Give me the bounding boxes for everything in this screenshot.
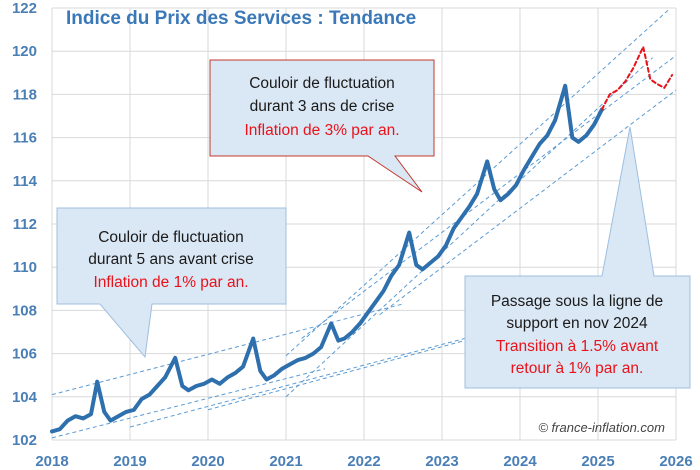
x-tick-label: 2024 — [503, 453, 537, 470]
x-tick-label: 2018 — [35, 453, 68, 470]
trend-channel-line — [285, 57, 653, 398]
trend-channel-line — [129, 333, 482, 428]
y-tick-label: 114 — [13, 173, 38, 190]
series-lines — [50, 45, 674, 434]
y-tick-label: 118 — [13, 86, 37, 103]
trend-channel-line — [301, 55, 677, 339]
callout-crisis-line3: Inflation de 3% par an. — [244, 122, 399, 139]
callout-crisis-line2: durant 3 ans de crise — [250, 98, 395, 115]
trend-channel-line — [379, 89, 677, 316]
trend-channel-line — [51, 303, 404, 396]
y-tick-label: 112 — [13, 216, 37, 233]
callout-crisis-channel: Couloir de fluctuation durant 3 ans de c… — [209, 59, 435, 193]
callout-support-line4: retour à 1% par an. — [511, 360, 644, 377]
callout-precrisis-line2: durant 5 ans avant crise — [88, 251, 253, 268]
y-tick-label: 122 — [12, 0, 37, 17]
chart-title: Indice du Prix des Services : Tendance — [66, 8, 416, 29]
y-tick-label: 116 — [13, 130, 37, 147]
callout-crisis-box — [209, 59, 435, 193]
x-tick-label: 2025 — [581, 453, 614, 470]
trend-channel-line — [207, 329, 505, 411]
y-tick-label: 102 — [12, 432, 37, 449]
source-credit: © france-inflation.com — [538, 420, 665, 435]
callout-precrisis-box — [56, 207, 287, 359]
actual-series-line — [50, 83, 604, 434]
callout-precrisis-line3: Inflation de 1% par an. — [93, 274, 248, 291]
callout-support-box — [464, 126, 691, 389]
x-tick-label: 2021 — [269, 453, 302, 470]
y-tick-label: 104 — [12, 389, 38, 406]
y-tick-label: 120 — [12, 43, 37, 60]
x-tick-label: 2023 — [425, 453, 458, 470]
x-tick-label: 2022 — [347, 453, 380, 470]
forecast-series-line — [600, 45, 674, 111]
x-tick-label: 2020 — [191, 453, 224, 470]
trend-channel-line — [285, 9, 669, 357]
x-tick-label: 2019 — [113, 453, 146, 470]
x-tick-label: 2026 — [659, 453, 692, 470]
trend-channels — [51, 9, 677, 439]
callout-support-break: Passage sous la ligne de support en nov … — [464, 126, 691, 389]
callout-precrisis-line1: Couloir de fluctuation — [98, 229, 244, 246]
callout-support-line1: Passage sous la ligne de — [491, 293, 663, 310]
y-tick-label: 110 — [13, 259, 37, 276]
x-axis-ticks: 2018 2019 2020 2021 2022 2023 2024 2025 2026 — [35, 453, 692, 470]
y-tick-label: 106 — [12, 346, 37, 363]
callout-precrisis-channel: Couloir de fluctuation durant 5 ans avan… — [56, 207, 287, 359]
callout-support-line2: support en nov 2024 — [506, 315, 648, 332]
trend-channel-line — [51, 368, 326, 439]
callout-support-line3: Transition à 1.5% avant — [496, 338, 659, 355]
y-tick-label: 108 — [12, 302, 37, 319]
y-axis-ticks: 102 104 106 108 110 112 114 116 118 120 122 — [12, 0, 38, 449]
callout-crisis-line1: Couloir de fluctuation — [249, 75, 395, 92]
